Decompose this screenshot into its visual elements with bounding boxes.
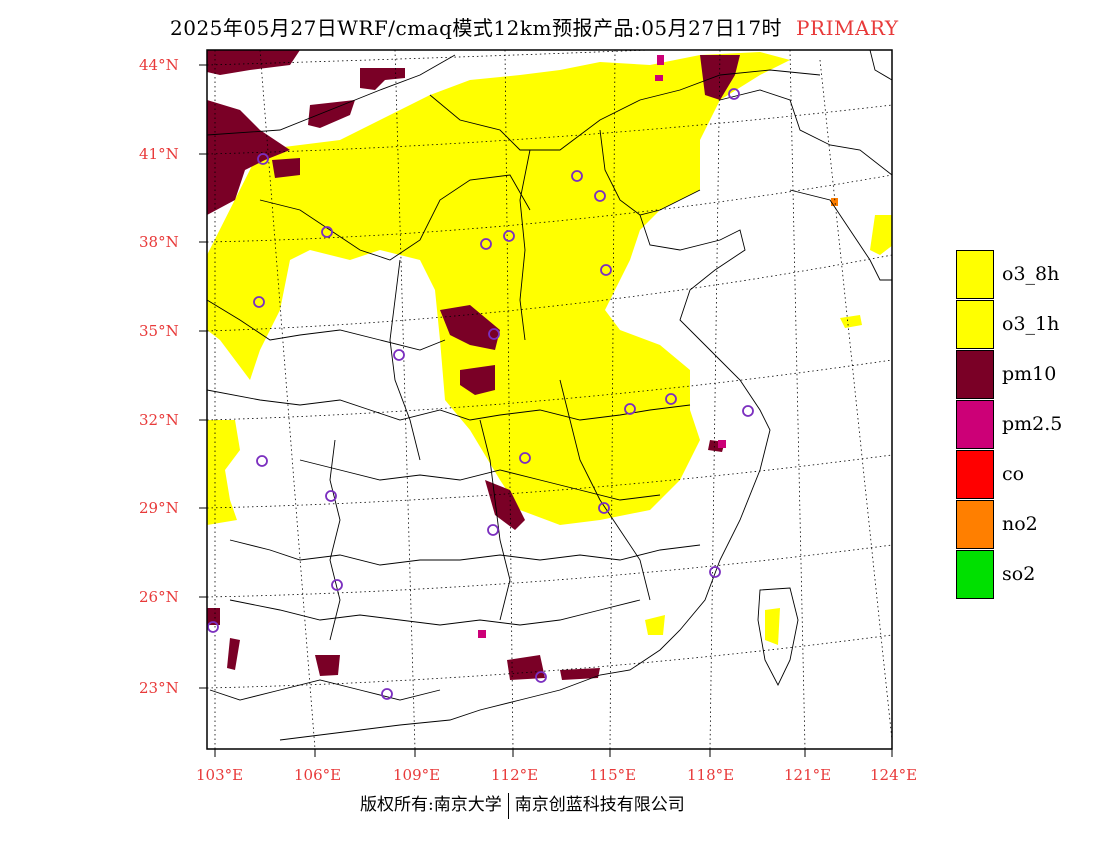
- tick-marks: [199, 64, 893, 757]
- legend-label: pm10: [1002, 363, 1057, 385]
- lat-label: 38°N: [139, 233, 179, 251]
- legend-item-o3-8h: o3_8h: [956, 250, 1100, 300]
- no2-spot: [831, 198, 838, 206]
- lat-label: 35°N: [139, 322, 179, 340]
- lat-label: 44°N: [139, 56, 179, 74]
- lat-label: 29°N: [139, 499, 179, 517]
- legend-label: o3_8h: [1002, 263, 1060, 285]
- legend-swatch: [956, 400, 994, 449]
- title-main: 2025年05月27日WRF/cmaq模式12km预报产品:05月27日17时: [170, 16, 783, 40]
- legend-item-so2: so2: [956, 550, 1100, 600]
- pm25-region: [478, 55, 726, 638]
- lon-label: 115°E: [589, 766, 637, 784]
- legend-label: co: [1002, 463, 1025, 485]
- o3-region: [207, 52, 892, 645]
- copyright-footer: 版权所有:南京大学 南京创蓝科技有限公司: [360, 790, 685, 819]
- copyright-right: 南京创蓝科技有限公司: [514, 795, 685, 815]
- lon-label: 118°E: [687, 766, 735, 784]
- lon-label: 109°E: [393, 766, 441, 784]
- legend-label: o3_1h: [1002, 313, 1060, 335]
- pm10-region: [207, 50, 740, 680]
- lon-label: 103°E: [196, 766, 244, 784]
- legend-swatch: [956, 250, 994, 299]
- page-title: 2025年05月27日WRF/cmaq模式12km预报产品:05月27日17时 P…: [170, 12, 899, 41]
- boundary-lines: [207, 50, 892, 741]
- legend-item-pm10: pm10: [956, 350, 1100, 400]
- legend-item-pm25: pm2.5: [956, 400, 1100, 450]
- lat-label: 23°N: [139, 679, 179, 697]
- legend-label: no2: [1002, 513, 1038, 535]
- lon-label: 106°E: [294, 766, 342, 784]
- graticule: [207, 50, 892, 749]
- legend-swatch: [956, 550, 994, 599]
- legend-item-no2: no2: [956, 500, 1100, 550]
- legend-swatch: [956, 500, 994, 549]
- legend-label: so2: [1002, 563, 1036, 585]
- lon-label: 121°E: [784, 766, 832, 784]
- legend-item-co: co: [956, 450, 1100, 500]
- lon-label: 112°E: [491, 766, 539, 784]
- legend-swatch: [956, 350, 994, 399]
- legend-swatch: [956, 300, 994, 349]
- legend-swatch: [956, 450, 994, 499]
- copyright-left: 版权所有:南京大学: [360, 795, 502, 815]
- station-markers: [207, 88, 754, 700]
- legend-item-o3-1h: o3_1h: [956, 300, 1100, 350]
- title-tag: PRIMARY: [796, 16, 899, 40]
- lat-label: 32°N: [139, 411, 179, 429]
- map-frame: [206, 49, 893, 750]
- lat-label: 26°N: [139, 588, 179, 606]
- lon-label: 124°E: [870, 766, 918, 784]
- lat-label: 41°N: [139, 145, 179, 163]
- legend-label: pm2.5: [1002, 413, 1063, 435]
- footer-divider: [507, 792, 509, 819]
